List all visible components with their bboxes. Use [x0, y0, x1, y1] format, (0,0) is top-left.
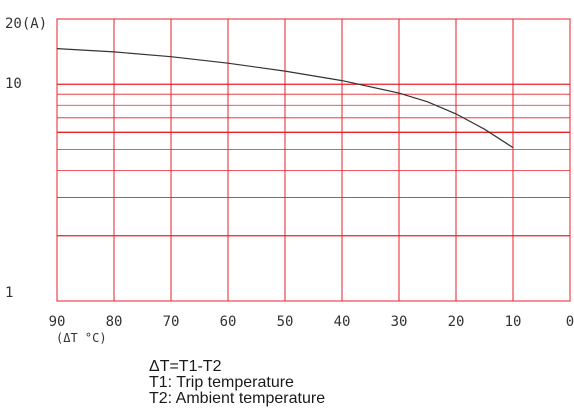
- x-tick-label: 50: [277, 314, 294, 330]
- x-tick-label: 70: [163, 314, 180, 330]
- x-tick-label: 0: [566, 314, 574, 330]
- t1-definition: T1: Trip temperature: [149, 374, 294, 391]
- x-tick-label: 90: [49, 314, 66, 330]
- x-tick-label: 20: [448, 314, 465, 330]
- x-tick-label: 80: [106, 314, 123, 330]
- y-tick-label: 20(A): [5, 16, 47, 32]
- delta-t-definition: ΔT=T1-T2: [149, 358, 222, 375]
- curve-layer: [56, 48, 514, 149]
- trip-curve-line: [56, 48, 514, 149]
- x-tick-label: 60: [220, 314, 237, 330]
- chart-grid: [56, 18, 571, 302]
- x-tick-label: 40: [334, 314, 351, 330]
- y-tick-label: 1: [5, 285, 13, 301]
- x-axis-label: (ΔT °C): [56, 331, 107, 345]
- chart-labels: 90 80 70 60 50 40 30 20 10 0 20(A) 10 1 (ΔT °C): [5, 16, 574, 345]
- t2-definition: T2: Ambient temperature: [149, 390, 326, 407]
- x-tick-label: 30: [391, 314, 408, 330]
- y-tick-label: 10: [5, 76, 22, 92]
- x-tick-label: 10: [505, 314, 522, 330]
- plot-frame: [56, 18, 571, 302]
